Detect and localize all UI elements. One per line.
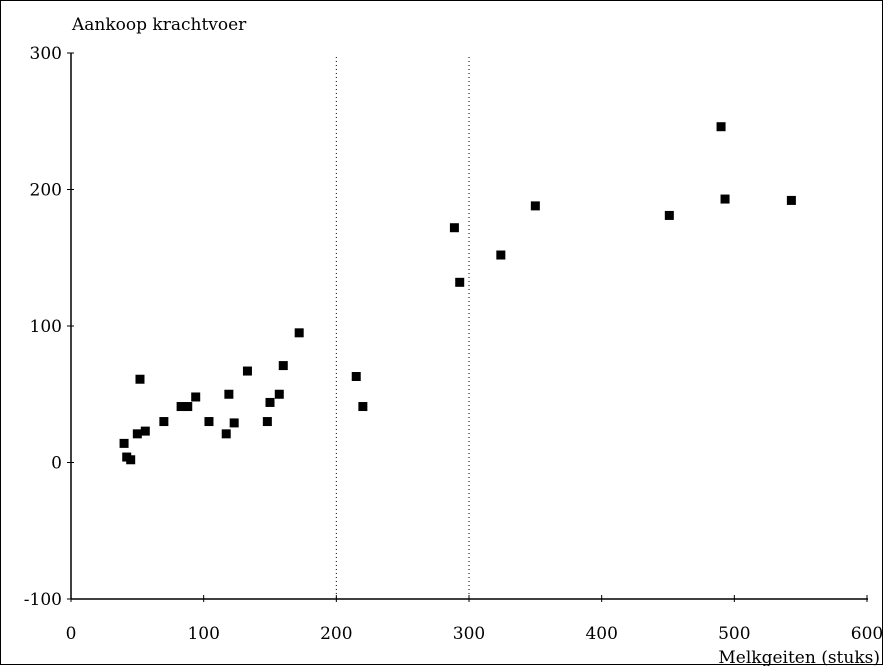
scatter-point (224, 389, 234, 399)
x-tick-label: 0 (66, 624, 77, 644)
scatter-point (720, 194, 730, 204)
y-axis-title: Aankoop krachtvoer (71, 15, 247, 35)
x-tick-label: 400 (585, 624, 617, 644)
scatter-point (135, 374, 145, 384)
scatter-point (496, 250, 506, 260)
scatter-point (132, 429, 142, 439)
scatter-point (191, 392, 201, 402)
scatter-point (265, 397, 275, 407)
scatter-point (530, 201, 540, 211)
scatter-point (358, 402, 368, 412)
x-axis-title: Melkgeiten (stuks) (718, 648, 880, 666)
x-tick-label: 100 (187, 624, 219, 644)
y-tick-label: 300 (30, 44, 62, 64)
scatter-point (664, 210, 674, 220)
x-tick-label: 200 (320, 624, 352, 644)
scatter-point (221, 429, 231, 439)
scatter-point (204, 417, 214, 427)
scatter-point (119, 438, 129, 448)
y-tick-label: 100 (30, 317, 62, 337)
y-tick-label: 0 (51, 454, 62, 474)
scatter-point (278, 361, 288, 371)
scatter-point (716, 122, 726, 132)
x-tick-label: 500 (718, 624, 750, 644)
scatter-point (294, 328, 304, 338)
scatter-point (176, 402, 186, 412)
scatter-point (126, 455, 136, 465)
x-tick-label: 600 (851, 624, 883, 644)
scatter-point (242, 366, 252, 376)
scatter-point (140, 426, 150, 436)
x-tick-label: 300 (453, 624, 485, 644)
scatter-point (455, 277, 465, 287)
y-tick-label: 200 (30, 181, 62, 201)
axes (70, 53, 868, 600)
scatter-point (449, 223, 459, 233)
scatter-point (351, 372, 361, 382)
scatter-point (274, 389, 284, 399)
scatter-point (159, 417, 169, 427)
data-points (119, 122, 796, 465)
scatter-point (183, 402, 193, 412)
scatter-point (229, 418, 239, 428)
scatter-point (262, 417, 272, 427)
y-tick-label: -100 (24, 590, 62, 610)
scatter-point (786, 195, 796, 205)
